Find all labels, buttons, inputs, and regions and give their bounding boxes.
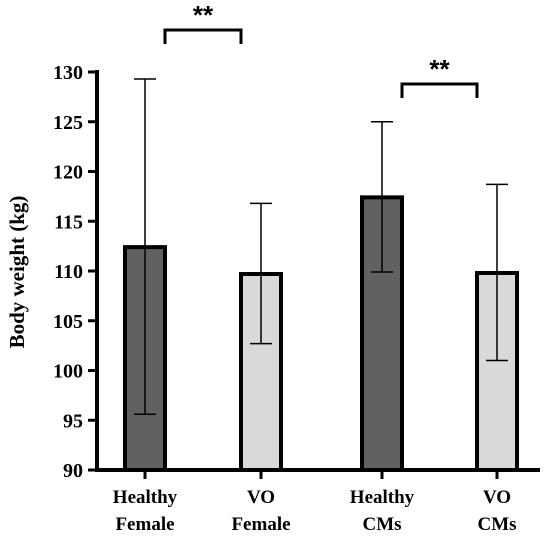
x-category-label: Female xyxy=(231,514,290,535)
y-tick-label: 100 xyxy=(53,361,83,383)
x-category-label: CMs xyxy=(362,514,401,535)
x-category-label: VO xyxy=(483,487,511,508)
y-tick-label: 115 xyxy=(54,211,83,233)
x-category-label: Healthy xyxy=(113,487,178,508)
x-category-label: Healthy xyxy=(350,487,415,508)
y-tick-label: 120 xyxy=(53,162,83,184)
plot-area: 90 95 100 105 110 115 120 125 130 Healthy Female VO… xyxy=(53,0,540,535)
significance-label: ** xyxy=(193,0,214,30)
y-tick-label: 95 xyxy=(63,410,83,432)
y-axis-title: Body weight (kg) xyxy=(5,196,29,349)
bar xyxy=(475,270,519,472)
significance-bracket xyxy=(400,82,479,98)
y-tick-label: 110 xyxy=(54,261,83,283)
significance-label: ** xyxy=(429,54,450,84)
x-category-label: Female xyxy=(115,514,174,535)
x-category-label: VO xyxy=(247,487,275,508)
x-category-label: CMs xyxy=(477,514,516,535)
significance-bracket xyxy=(163,28,243,44)
y-tick-label: 90 xyxy=(63,460,83,482)
y-tick-label: 130 xyxy=(53,62,83,84)
y-tick-label: 105 xyxy=(53,311,83,333)
y-tick-label: 125 xyxy=(53,112,83,134)
